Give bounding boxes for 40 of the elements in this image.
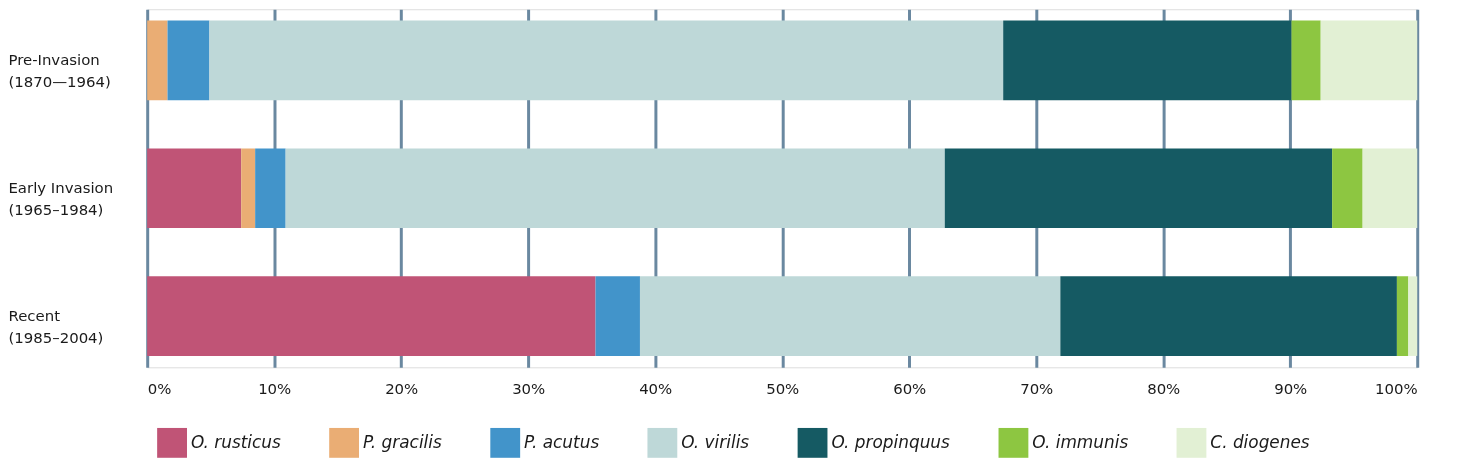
bar <box>944 148 1333 229</box>
x-tick-label: 20% <box>385 379 419 398</box>
legend-label: O. propinquus <box>831 431 951 452</box>
bar <box>1320 20 1418 101</box>
bar <box>1362 148 1418 229</box>
legend-label: O. virilis <box>681 431 750 452</box>
bar <box>255 148 286 229</box>
x-tick-label: 10% <box>258 379 292 398</box>
x-tick-label: 70% <box>1020 379 1054 398</box>
y-tick-label: Pre-Invasion (1870—1964) <box>8 51 111 92</box>
bar <box>1003 20 1292 101</box>
bar <box>285 148 945 229</box>
bar <box>595 276 640 356</box>
x-tick-label: 60% <box>893 379 927 398</box>
x-tick-label: 0% <box>147 379 172 398</box>
legend-label: O. immunis <box>1032 431 1129 452</box>
bar <box>1332 148 1363 229</box>
legend-label: C. diogenes <box>1210 431 1310 452</box>
y-tick-label: Early Invasion (1965–1984) <box>8 179 114 220</box>
bar <box>1396 276 1409 356</box>
x-tick-label: 40% <box>639 379 673 398</box>
bar <box>1408 276 1418 356</box>
bar <box>241 148 256 229</box>
bar <box>147 276 596 356</box>
bar <box>167 20 210 101</box>
bar <box>1060 276 1397 356</box>
bar <box>147 20 168 101</box>
bar <box>1291 20 1321 101</box>
x-tick-label: 80% <box>1147 379 1181 398</box>
x-tick-label: 90% <box>1274 379 1308 398</box>
bar <box>639 276 1061 356</box>
legend-label: O. rusticus <box>190 431 282 452</box>
legend-label: P. gracilis <box>363 431 442 452</box>
bar <box>209 20 1004 101</box>
legend-label: P. acutus <box>524 431 600 452</box>
bar <box>147 148 242 229</box>
y-tick-label: Recent (1985–2004) <box>8 307 104 347</box>
x-tick-label: 30% <box>512 379 546 398</box>
x-tick-label: 50% <box>766 379 800 398</box>
x-tick-label: 100% <box>1375 379 1418 398</box>
